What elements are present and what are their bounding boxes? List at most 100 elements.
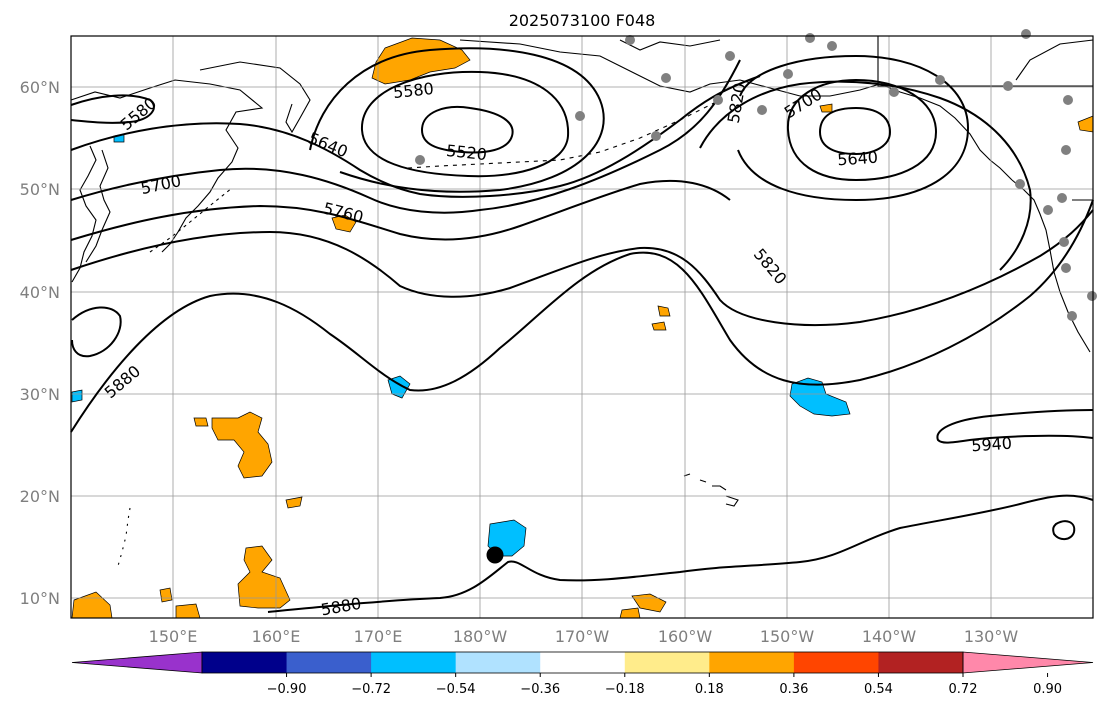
station-marker (805, 33, 815, 43)
station-marker (1003, 81, 1013, 91)
positive-anomaly-small-2 (193, 417, 209, 427)
contour-5820 (70, 209, 1094, 327)
contour-5700-east-low (737, 54, 970, 202)
contour-5640-west (70, 75, 761, 198)
colorbar-cell (878, 652, 964, 673)
colorbar: −0.90 −0.72 −0.54 −0.36 −0.18 0.18 0.36 0.54 0.7… (71, 651, 1094, 697)
contour-5880-low-west (71, 306, 122, 358)
station-marker (1063, 95, 1073, 105)
lat-label-40n: 40°N (20, 283, 60, 302)
colorbar-cell (793, 652, 879, 673)
negative-anomaly-east-pacific (789, 377, 851, 417)
positive-anomaly-small-9 (651, 321, 667, 331)
station-marker (889, 87, 899, 97)
target-location-marker (486, 546, 504, 564)
positive-anomaly-west-pacific-2 (237, 545, 291, 609)
lat-label-30n: 30°N (20, 385, 60, 404)
contour-label-5580-w: 5580 (392, 79, 434, 102)
colorbar-tick-label: −0.72 (351, 682, 391, 697)
colorbar-cells (71, 651, 1094, 674)
station-marker (1043, 205, 1053, 215)
contour-5760 (70, 179, 731, 241)
lon-label-160w: 160°W (658, 627, 713, 646)
contour-5820-east (699, 80, 1032, 271)
colorbar-tick-label: 0.90 (1033, 682, 1062, 697)
station-marker (1059, 237, 1069, 247)
colorbar-cell (540, 652, 626, 673)
contour-5880-south (267, 494, 1094, 613)
station-marker (1061, 145, 1071, 155)
station-marker (1021, 29, 1031, 39)
coastline-mariana (117, 507, 131, 567)
station-marker (1015, 179, 1025, 189)
contour-label-5580-e: 5640 (837, 148, 879, 170)
colorbar-extend-high (962, 651, 1094, 674)
colorbar-cell (202, 652, 288, 673)
colorbar-tick-label: 0.18 (695, 682, 724, 697)
lon-label-150w: 150°W (760, 627, 815, 646)
map-frame (70, 35, 1094, 619)
lat-label-60n: 60°N (20, 78, 60, 97)
coastline-japan-islands (85, 149, 111, 263)
coastline-aleutians (407, 99, 721, 169)
coastline-north-america-interior (1015, 39, 1094, 81)
station-marker (1087, 291, 1097, 301)
coastline-alaska (459, 39, 1013, 181)
negative-anomaly-small-2 (71, 389, 83, 403)
coastline-okhotsk (199, 61, 311, 134)
contour-5940 (936, 409, 1094, 444)
colorbar-tick-label: −0.18 (605, 682, 645, 697)
station-marker (757, 105, 767, 115)
contour-label-5940: 5940 (971, 434, 1013, 456)
colorbar-extend-low (71, 651, 203, 674)
colorbar-cell (624, 652, 710, 673)
positive-anomaly-southwest (71, 591, 113, 619)
border-canada-us (877, 36, 1093, 201)
positive-anomaly-small-6 (631, 593, 667, 613)
station-marker (661, 73, 671, 83)
station-marker (625, 35, 635, 45)
station-marker (415, 155, 425, 165)
station-marker (651, 131, 661, 141)
contour-5580-northwest (70, 94, 155, 124)
latitude-labels: 60°N 50°N 40°N 30°N 20°N 10°N (20, 78, 60, 608)
colorbar-tick-label: 0.72 (949, 682, 978, 697)
positive-anomaly-small-4 (159, 587, 173, 603)
lat-label-20n: 20°N (20, 487, 60, 506)
positive-anomaly-small-8 (657, 305, 671, 317)
contour-label-5520: 5520 (445, 141, 487, 164)
contour-5700-west (70, 59, 741, 214)
colorbar-cell (709, 652, 795, 673)
colorbar-tick-label: −0.54 (436, 682, 476, 697)
positive-anomaly-west-pacific-1 (211, 411, 273, 479)
lon-label-150e: 150°E (149, 627, 198, 646)
station-marker (1061, 263, 1071, 273)
station-markers (415, 29, 1097, 321)
lon-label-180w: 180°W (453, 627, 508, 646)
station-marker (935, 75, 945, 85)
colorbar-tick-label: −0.90 (267, 682, 307, 697)
station-marker (1067, 311, 1077, 321)
colorbar-tick-label: 0.54 (864, 682, 893, 697)
longitude-labels: 150°E 160°E 170°E 180°W 170°W 160°W 150°… (149, 627, 1019, 646)
lon-label-170w: 170°W (555, 627, 610, 646)
coastline-east-asia (70, 79, 264, 253)
colorbar-ticks: −0.90 −0.72 −0.54 −0.36 −0.18 0.18 0.36 0.54 0.7… (267, 673, 1062, 697)
lon-label-130w: 130°W (964, 627, 1019, 646)
colorbar-cell (371, 652, 457, 673)
positive-anomaly-small-3 (285, 496, 303, 509)
lon-label-140w: 140°W (862, 627, 917, 646)
map-title: 2025073100 F048 (509, 11, 656, 30)
station-marker (725, 51, 735, 61)
map-panel: 5580 5640 5700 5760 5820 5880 5520 5580 … (70, 29, 1097, 619)
anomaly-shading (71, 37, 1094, 619)
coastline-kuril (149, 187, 233, 253)
contour-small-east-high (1052, 520, 1076, 540)
colorbar-outline (201, 651, 964, 674)
colorbar-cell (455, 652, 541, 673)
colorbar-cell (286, 652, 372, 673)
lat-label-10n: 10°N (20, 589, 60, 608)
lon-label-170e: 170°E (354, 627, 403, 646)
station-marker (575, 111, 585, 121)
